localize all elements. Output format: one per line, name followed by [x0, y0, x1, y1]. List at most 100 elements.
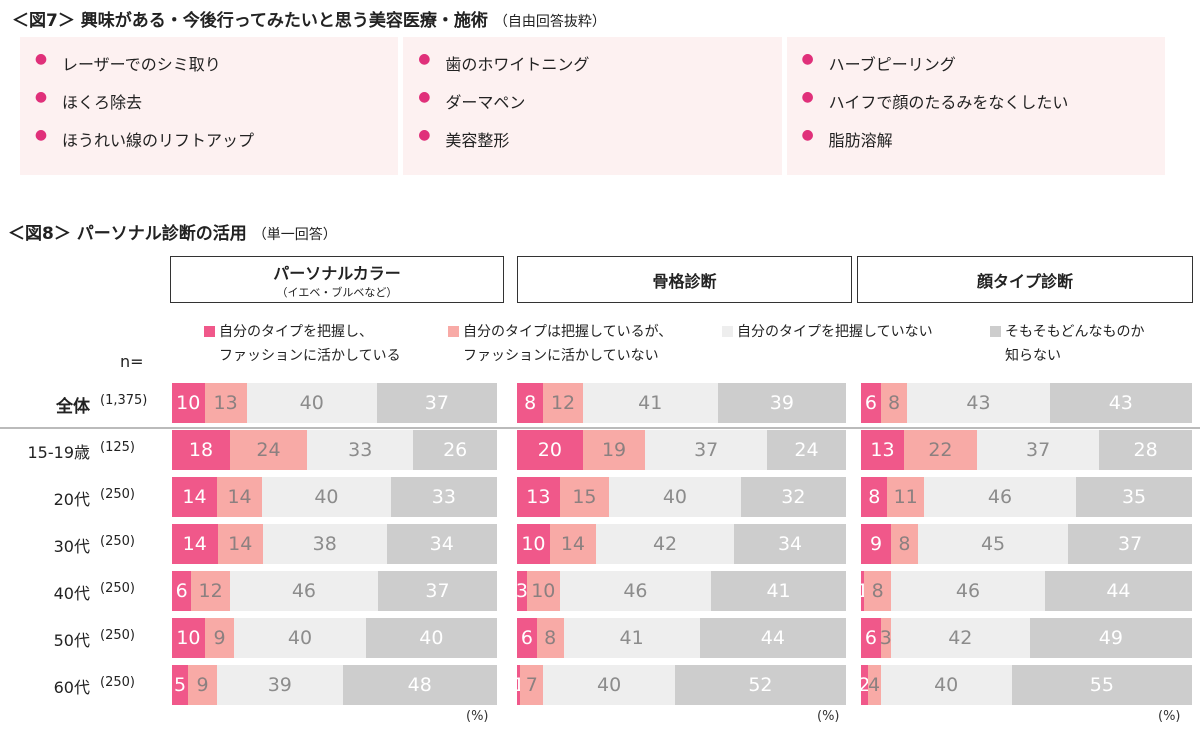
legend-label: 知らない	[1005, 348, 1061, 364]
row-label: 40代	[53, 584, 90, 603]
data-label: 6	[864, 627, 877, 649]
legend-label: そもそもどんなものか	[1005, 324, 1145, 340]
bar-segment: 41	[582, 383, 718, 423]
list-item: ● ほうれい線のリフトアップ	[20, 127, 398, 165]
bar-segment: 13	[861, 430, 905, 470]
list-item: ● ダーマペン	[403, 89, 781, 127]
data-label: 3	[879, 627, 892, 649]
list-item-text: 脂肪溶解	[828, 131, 893, 150]
unit-label: (%)	[1158, 709, 1181, 724]
data-label: 41	[619, 627, 644, 649]
data-label: 40	[287, 627, 313, 649]
bar-segment: 44	[699, 618, 846, 658]
data-label: 39	[267, 674, 292, 696]
data-label: 46	[623, 580, 648, 602]
row-n: (250)	[100, 628, 135, 643]
data-label: 33	[431, 486, 456, 508]
list-item-text: ほくろ除去	[62, 93, 143, 112]
data-label: 12	[198, 580, 223, 602]
legend-swatch	[204, 326, 215, 337]
bar-segment: 35	[1076, 477, 1192, 517]
data-label: 9	[213, 627, 226, 649]
bar-segment: 37	[645, 430, 768, 470]
data-label: 39	[769, 392, 794, 414]
data-label: 7	[525, 674, 538, 696]
bar-segment: 15	[559, 477, 610, 517]
data-label: 32	[781, 486, 806, 508]
row-label: 15-19歳	[27, 443, 91, 462]
bar-segment: 8	[864, 571, 892, 611]
data-label: 6	[520, 627, 534, 649]
fig7-column: ● 歯のホワイトニング ● ダーマペン ● 美容整形	[403, 37, 782, 175]
bar-segment: 28	[1099, 430, 1192, 470]
bar-segment: 8	[861, 477, 888, 517]
fig7-subtitle: （自由回答抜粋）	[493, 14, 606, 30]
list-item: ● 美容整形	[403, 127, 781, 165]
fig7-column: ● レーザーでのシミ取り ● ほくろ除去 ● ほうれい線のリフトアップ	[20, 37, 399, 175]
bullet-icon: ●	[801, 51, 814, 67]
list-item-text: ハーブピーリング	[828, 55, 956, 74]
bar-segment: 8	[891, 524, 918, 564]
bar-segment: 7	[520, 665, 544, 705]
panel-header-personal-color: パーソナルカラー （イエベ・ブルベなど）	[170, 256, 504, 303]
bar-segment: 14	[172, 477, 218, 517]
fig8-title-text: ＜図8＞ パーソナル診断の活用	[8, 224, 247, 244]
data-label: 12	[550, 392, 576, 414]
bar-segment: 13	[204, 383, 247, 423]
bar-segment: 39	[217, 665, 343, 705]
data-label: 37	[425, 580, 450, 602]
list-item-text: ハイフで顔のたるみをなくしたい	[828, 93, 1069, 112]
data-label: 42	[948, 627, 973, 649]
data-label: 19	[601, 439, 627, 461]
data-label: 5	[173, 674, 187, 696]
bar-segment: 20	[517, 430, 583, 470]
data-label: 46	[987, 486, 1013, 508]
data-label: 55	[1089, 674, 1114, 696]
bar-segment: 37	[976, 430, 1100, 470]
bar-segment: 42	[595, 524, 735, 564]
bar-segment: 44	[1044, 571, 1192, 611]
legend-item-3: 自分のタイプを把握していない	[722, 320, 933, 344]
bar-segment: 39	[717, 383, 846, 423]
data-label: 6	[175, 580, 188, 602]
data-label: 10	[176, 392, 201, 414]
data-label: 48	[407, 674, 432, 696]
list-item-text: レーザーでのシミ取り	[62, 55, 221, 74]
list-item: ● 歯のホワイトニング	[403, 51, 781, 89]
bar-segment: 10	[526, 571, 560, 611]
bar-segment: 13	[517, 477, 560, 517]
bar-segment: 38	[263, 524, 387, 564]
bar-segment: 40	[246, 383, 377, 423]
bar-segment: 34	[734, 524, 846, 564]
data-label: 40	[597, 674, 622, 696]
bar-segment: 40	[543, 665, 675, 705]
panel-title: 骨格診断	[652, 271, 717, 291]
data-label: 37	[1025, 439, 1051, 461]
data-label: 13	[213, 392, 238, 414]
bar-segment: 48	[342, 665, 497, 705]
bullet-icon: ●	[801, 127, 814, 143]
data-label: 43	[966, 392, 991, 414]
data-label: 43	[1108, 392, 1133, 414]
bar-segment: 46	[229, 571, 378, 611]
bar-segment: 40	[234, 618, 366, 658]
bar-segment: 19	[582, 430, 646, 470]
data-label: 8	[888, 392, 901, 414]
legend-label: 自分のタイプを把握し、	[219, 324, 373, 340]
list-item-text: 美容整形	[445, 131, 510, 150]
data-label: 35	[1121, 486, 1147, 508]
panel-title: 顔タイプ診断	[976, 271, 1073, 291]
bar-segment: 9	[861, 524, 892, 564]
data-label: 3	[515, 580, 528, 602]
data-label: 14	[227, 486, 252, 508]
data-label: 13	[526, 486, 551, 508]
fig7-title-text: ＜図7＞ 興味がある・今後行ってみたいと思う美容医療・施術	[12, 11, 488, 31]
list-item-text: ほうれい線のリフトアップ	[62, 131, 255, 150]
data-label: 45	[980, 533, 1006, 555]
bar-segment: 33	[307, 430, 414, 470]
bar-segment: 2	[858, 665, 870, 705]
data-label: 40	[419, 627, 444, 649]
list-item: ● ハイフで顔のたるみをなくしたい	[787, 89, 1165, 127]
legend-label: ファッションに活かしている	[219, 348, 401, 364]
bar-segment: 37	[376, 383, 497, 423]
